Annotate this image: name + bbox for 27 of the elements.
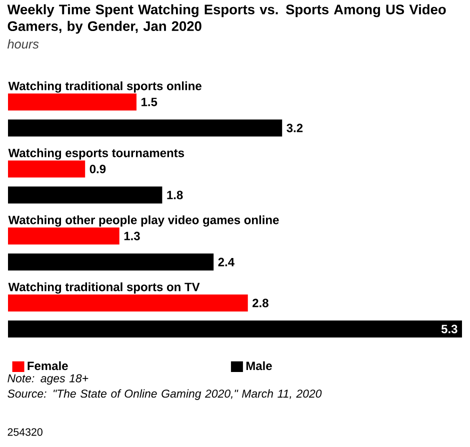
text: 254320 — [8, 428, 42, 436]
data-label: 0.9 — [90, 164, 106, 174]
legend-label: Female — [28, 361, 68, 370]
text: Note: ages 18+ — [8, 374, 88, 385]
y-tick-label: Watching other people play video games online — [8, 215, 279, 227]
data-label: 2.8 — [252, 298, 268, 308]
bar — [8, 320, 462, 338]
data-label: 1.8 — [167, 190, 183, 200]
bar — [8, 186, 162, 204]
y-tick-label: Watching traditional sports online — [8, 81, 202, 93]
chart-subtitle: hours — [7, 39, 39, 49]
bar — [8, 120, 282, 137]
data-label: 5.3 — [441, 324, 458, 334]
chart-title: Weekly Time Spent Watching Esports vs. Sports Among US Video Gamers, by Gender, Jan 2020 — [7, 4, 446, 34]
bar — [8, 254, 214, 271]
data-label: 1.5 — [142, 98, 158, 106]
data-label: 1.3 — [124, 232, 140, 240]
bar — [8, 160, 86, 178]
bar — [8, 228, 120, 245]
bar — [8, 94, 136, 111]
legend-label: Male — [246, 361, 272, 370]
source-note: Source: "The State of Online Gaming 2020," March 11, 2020 — [8, 389, 322, 400]
data-label: 2.4 — [218, 258, 234, 266]
bar — [8, 294, 248, 312]
y-tick-label: Watching traditional sports on TV — [8, 282, 200, 294]
y-tick-label: Watching esports tournaments — [8, 148, 184, 160]
data-label: 3.2 — [286, 124, 303, 132]
